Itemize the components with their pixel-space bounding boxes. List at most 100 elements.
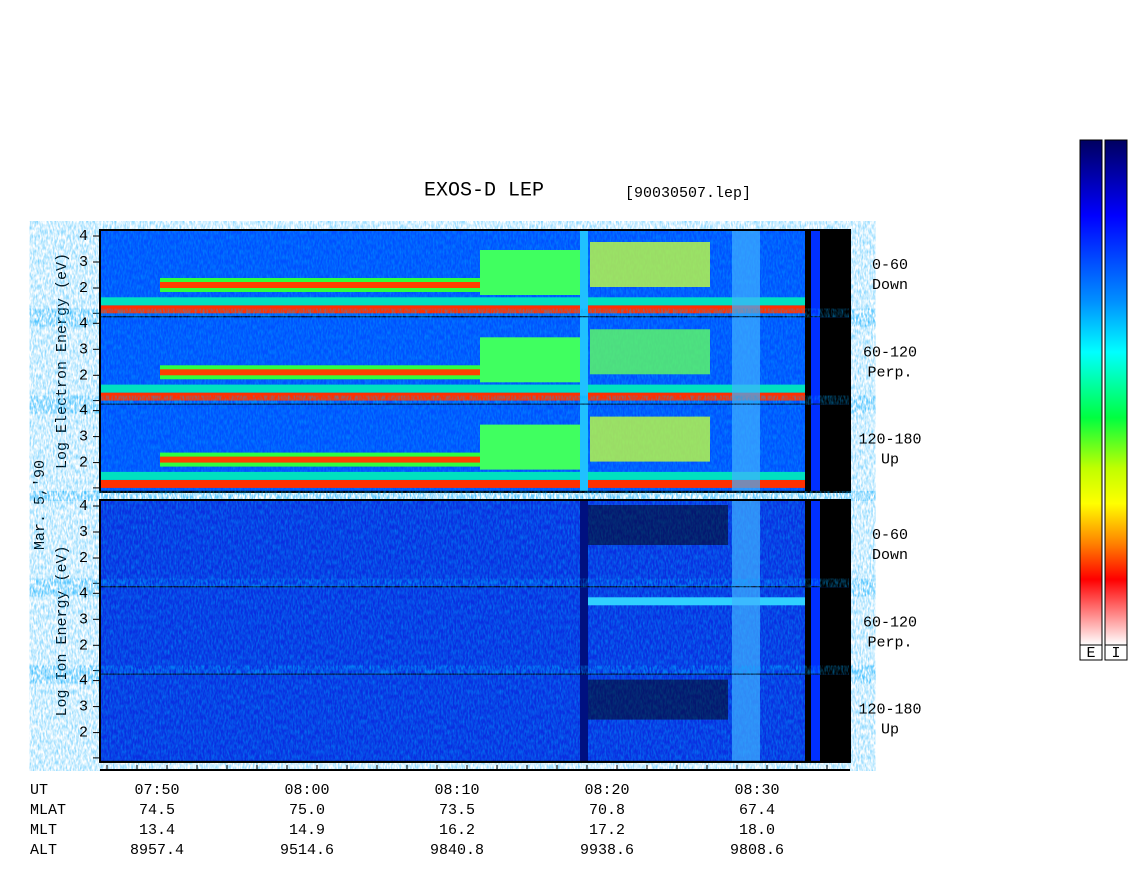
band [100, 479, 805, 488]
row-value: 9938.6 [580, 842, 634, 859]
y-tick-label: 2 [79, 367, 88, 384]
hot [732, 404, 760, 492]
dark [805, 317, 811, 405]
colorbar-box [1104, 644, 1128, 661]
colorbar-label: I [1111, 645, 1120, 662]
y-tick-label: 4 [79, 498, 88, 515]
dark [805, 404, 811, 492]
band [480, 250, 580, 295]
date: Mar. 5,'90 [32, 460, 49, 550]
edge [811, 674, 820, 762]
row-label: MLAT [30, 802, 66, 819]
pitch-label: 0-60 [872, 527, 908, 544]
direction-label: Up [881, 722, 899, 739]
dark [820, 230, 850, 318]
row-value: 75.0 [289, 802, 325, 819]
row-value: 14.9 [289, 822, 325, 839]
dark [805, 230, 811, 318]
y-tick-label: 2 [79, 725, 88, 742]
row-label: MLT [30, 822, 57, 839]
hot [732, 230, 760, 318]
y-tick-label: 2 [79, 550, 88, 567]
gap [580, 500, 588, 588]
row-value: 74.5 [139, 802, 175, 819]
edge [811, 230, 820, 318]
direction-label: Down [872, 277, 908, 294]
row-value: 9514.6 [280, 842, 334, 859]
row-value: 07:50 [134, 782, 179, 799]
hot [732, 587, 760, 675]
row-value: 08:30 [734, 782, 779, 799]
axis-label: Log Ion Energy (eV) [54, 545, 71, 716]
row-value: 16.2 [439, 822, 475, 839]
row-value: 08:10 [434, 782, 479, 799]
band [160, 369, 480, 376]
colorbar-label: E [1086, 645, 1095, 662]
direction-label: Down [872, 547, 908, 564]
band [590, 329, 710, 375]
pitch-label: 120-180 [858, 702, 921, 719]
band [100, 392, 805, 401]
hot [732, 500, 760, 588]
y-tick-label: 2 [79, 280, 88, 297]
pitch-label: 60-120 [863, 344, 917, 361]
file-name: [90030507.lep] [625, 185, 751, 202]
dark [805, 674, 811, 762]
dark [805, 500, 811, 588]
edge [811, 404, 820, 492]
direction-label: Up [881, 452, 899, 469]
band [588, 597, 808, 606]
y-tick-label: 4 [79, 315, 88, 332]
y-tick-label: 2 [79, 637, 88, 654]
dark [820, 500, 850, 588]
title: EXOS-D LEP [424, 179, 544, 202]
band [588, 679, 728, 720]
pitch-label: 120-180 [858, 432, 921, 449]
band [590, 242, 710, 287]
band [100, 297, 805, 306]
y-tick-label: 3 [79, 341, 88, 358]
dark [820, 317, 850, 405]
gap [580, 587, 588, 675]
band [480, 337, 580, 383]
y-tick-label: 2 [79, 455, 88, 472]
axis-label: Log Electron Energy (eV) [54, 253, 71, 469]
gap [580, 230, 588, 318]
band [100, 471, 805, 480]
edge [811, 587, 820, 675]
y-tick-label: 4 [79, 228, 88, 245]
y-tick-label: 3 [79, 524, 88, 541]
hot [732, 674, 760, 762]
pitch-label: 0-60 [872, 257, 908, 274]
y-tick-label: 4 [79, 585, 88, 602]
dark [820, 587, 850, 675]
gap [580, 404, 588, 492]
y-tick-label: 4 [79, 403, 88, 420]
row-value: 73.5 [439, 802, 475, 819]
colorbar-box [1079, 644, 1103, 661]
y-tick-label: 3 [79, 611, 88, 628]
colorbars [1079, 139, 1128, 661]
band [160, 282, 480, 288]
row-value: 08:00 [284, 782, 329, 799]
row-label: ALT [30, 842, 57, 859]
row-value: 17.2 [589, 822, 625, 839]
row-value: 8957.4 [130, 842, 184, 859]
y-tick-label: 3 [79, 699, 88, 716]
gap [580, 674, 588, 762]
band [480, 424, 580, 470]
gap [580, 317, 588, 405]
band [100, 305, 805, 314]
band [590, 416, 710, 462]
row-value: 67.4 [739, 802, 775, 819]
y-tick-label: 3 [79, 429, 88, 446]
group-frame [99, 499, 851, 763]
direction-label: Perp. [867, 634, 912, 651]
row-value: 9840.8 [430, 842, 484, 859]
edge [811, 500, 820, 588]
group-frame [99, 229, 851, 493]
row-value: 08:20 [584, 782, 629, 799]
dark [820, 674, 850, 762]
band [160, 456, 480, 463]
